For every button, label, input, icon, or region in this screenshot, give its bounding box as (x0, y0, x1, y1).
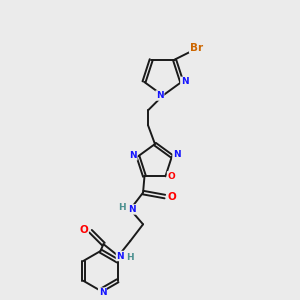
Text: H: H (126, 254, 134, 262)
Text: N: N (99, 288, 106, 297)
Text: Br: Br (190, 43, 203, 53)
Text: N: N (156, 91, 164, 100)
Text: O: O (167, 172, 175, 181)
Text: N: N (116, 251, 124, 260)
Text: N: N (129, 151, 137, 160)
Text: O: O (79, 225, 88, 235)
Text: N: N (173, 150, 181, 159)
Text: N: N (128, 205, 136, 214)
Text: H: H (118, 203, 126, 212)
Text: O: O (167, 192, 176, 202)
Text: N: N (181, 77, 188, 86)
